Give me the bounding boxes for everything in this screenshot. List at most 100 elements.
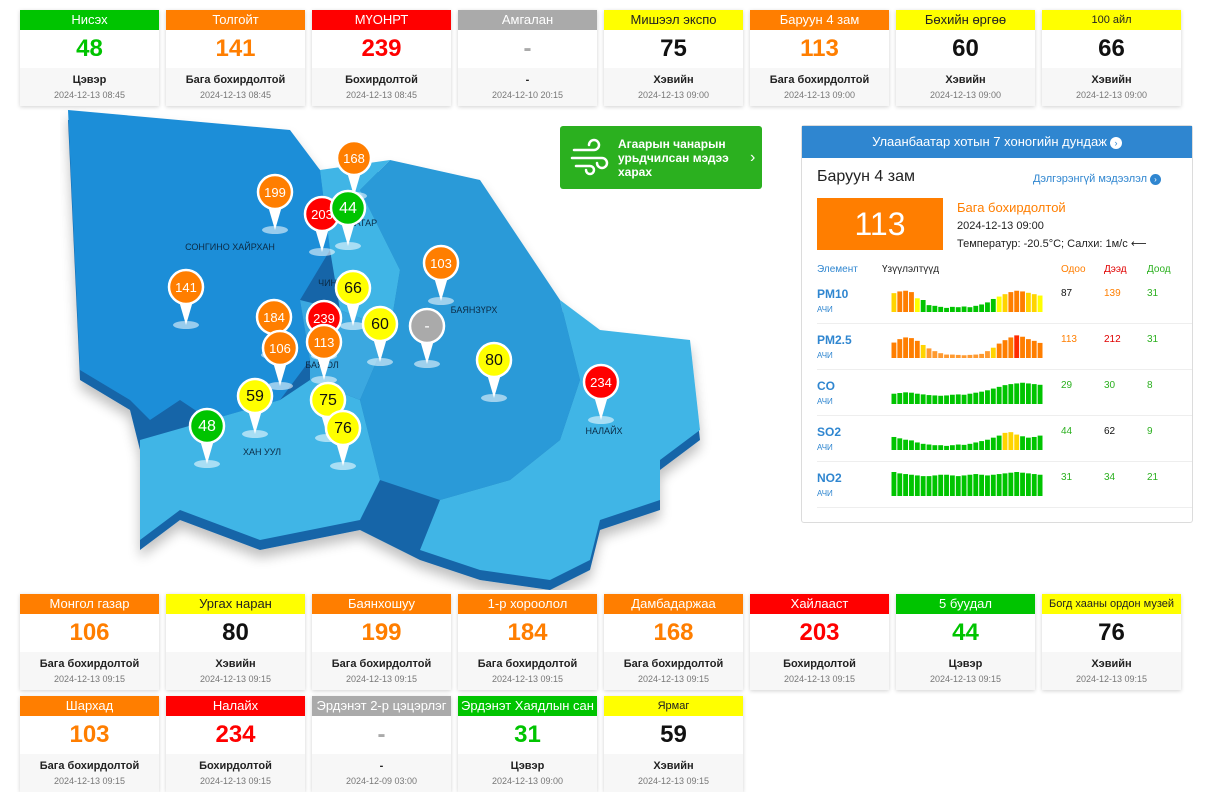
map-marker[interactable]: 44 xyxy=(329,189,367,250)
forecast-button[interactable]: Агаарын чанарын урьдчилсан мэдээ харах › xyxy=(560,126,762,189)
station-card[interactable]: Эрдэнэт Хаядлын сан 31 Цэвэр 2024-12-13 09:… xyxy=(458,696,597,792)
pollutant-name: SO2 xyxy=(817,425,842,439)
station-card[interactable]: Богд хааны ордон музей 76 Хэвийн 2024-12-13… xyxy=(1042,594,1181,690)
trend-bar xyxy=(891,393,897,404)
trend-bar xyxy=(1008,384,1014,404)
trend-bar xyxy=(985,475,990,496)
district-nalaikh[interactable] xyxy=(420,300,700,580)
station-card[interactable]: Хайлааст 203 Бохирдолтой 2024-12-13 09:15 xyxy=(750,594,889,690)
trend-bar xyxy=(944,474,949,496)
district-songino-khairkhan[interactable] xyxy=(68,110,330,420)
card-footer: Хэвийн 2024-12-13 09:15 xyxy=(604,754,743,792)
station-card[interactable]: Мишээл экспо 75 Хэвийн 2024-12-13 09:00 xyxy=(604,10,743,106)
station-card[interactable]: Толгойт 141 Бага бохирдолтой 2024-12-13 08:… xyxy=(166,10,305,106)
card-footer: Цэвэр 2024-12-13 09:15 xyxy=(896,652,1035,690)
trend-bar xyxy=(938,353,944,358)
trend-bar xyxy=(914,475,920,496)
map-marker[interactable]: - xyxy=(408,307,446,368)
aqi-status: Хэвийн xyxy=(1091,657,1132,670)
station-card[interactable]: МҮОНРТ 239 Бохирдолтой 2024-12-13 08:45 xyxy=(312,10,451,106)
pollutant-trend-chart xyxy=(891,432,1043,450)
map-marker[interactable]: 141 xyxy=(167,268,205,329)
map-marker[interactable]: 66 xyxy=(334,269,372,330)
district-label: БААТАР xyxy=(343,218,377,228)
aqi-value: 59 xyxy=(660,721,687,748)
trend-bar xyxy=(949,354,955,358)
aqi-value: 44 xyxy=(952,619,979,646)
trend-bar xyxy=(903,337,909,358)
pollutant-row[interactable]: PM10 АЧИ 87 139 31 xyxy=(817,278,1192,324)
map-marker[interactable]: 106 xyxy=(261,329,299,390)
weekly-average-link[interactable]: Улаанбаатар хотын 7 хоногийн дундаж › xyxy=(802,126,1192,158)
trend-bar xyxy=(1002,294,1008,312)
trend-bar xyxy=(1008,337,1014,358)
aqi-status: Хэвийн xyxy=(1091,73,1132,86)
chevron-circle-icon: › xyxy=(1109,136,1122,149)
station-name: Монгол газар xyxy=(20,594,159,614)
trend-bar xyxy=(1025,383,1031,404)
aqi-status: Хэвийн xyxy=(653,759,694,772)
trend-bar xyxy=(973,442,979,450)
pollutant-trend-chart xyxy=(891,382,1043,404)
station-card[interactable]: Баруун 4 зам 113 Бага бохирдолтой 2024-12-1… xyxy=(750,10,889,106)
station-card[interactable]: Монгол газар 106 Бага бохирдолтой 2024-12-1… xyxy=(20,594,159,690)
trend-bar xyxy=(1008,292,1014,312)
map-marker[interactable]: 103 xyxy=(422,244,460,305)
card-footer: Цэвэр 2024-12-13 08:45 xyxy=(20,68,159,106)
pollutant-row[interactable]: SO2 АЧИ 44 62 9 xyxy=(817,416,1192,462)
aqi-value: 184 xyxy=(507,619,548,646)
trend-bar xyxy=(955,444,961,450)
trend-bar xyxy=(955,354,961,358)
station-name: Ярмаг xyxy=(604,696,743,716)
trend-bar xyxy=(903,290,909,312)
station-cards-top: Нисэх 48 Цэвэр 2024-12-13 08:45 Толгойт 141 Ба… xyxy=(20,10,1181,106)
station-card[interactable]: Бөхийн өргөө 60 Хэвийн 2024-12-13 09:00 xyxy=(896,10,1035,106)
map-marker[interactable]: 199 xyxy=(256,173,294,234)
station-card[interactable]: Налайх 234 Бохирдолтой 2024-12-13 09:15 xyxy=(166,696,305,792)
pollutant-row[interactable]: CO АЧИ 29 30 8 xyxy=(817,370,1192,416)
pollutant-row[interactable]: PM2.5 АЧИ 113 212 31 xyxy=(817,324,1192,370)
station-card[interactable]: Ярмаг 59 Хэвийн 2024-12-13 09:15 xyxy=(604,696,743,792)
pollutant-max: 34 xyxy=(1104,472,1116,483)
station-card[interactable]: Ургах наран 80 Хэвийн 2024-12-13 09:15 xyxy=(166,594,305,690)
trend-bar xyxy=(926,305,932,312)
station-card[interactable]: 1-р хороолол 184 Бага бохирдолтой 2024-12-1… xyxy=(458,594,597,690)
trend-bar xyxy=(990,474,996,496)
station-card[interactable]: Баянхошуу 199 Бага бохирдолтой 2024-12-13 0… xyxy=(312,594,451,690)
district-khan-uul[interactable] xyxy=(140,380,380,540)
map-marker[interactable]: 48 xyxy=(188,407,226,468)
map-marker[interactable]: 234 xyxy=(582,363,620,424)
more-info-link[interactable]: Дэлгэрэнгүй мэдээлэл › xyxy=(1033,173,1161,185)
station-name: Толгойт xyxy=(166,10,305,30)
timestamp: 2024-12-13 09:00 xyxy=(1075,89,1148,100)
card-footer: Хэвийн 2024-12-13 09:15 xyxy=(166,652,305,690)
station-card[interactable]: Эрдэнэт 2-р цэцэрлэг - - 2024-12-09 03:00 xyxy=(312,696,451,792)
aqi-status: Хэвийн xyxy=(215,657,256,670)
station-card[interactable]: Дамбадаржаа 168 Бага бохирдолтой 2024-12-13… xyxy=(604,594,743,690)
station-card[interactable]: Нисэх 48 Цэвэр 2024-12-13 08:45 xyxy=(20,10,159,106)
map-marker[interactable]: 113 xyxy=(305,323,343,384)
map-marker[interactable]: 59 xyxy=(236,377,274,438)
pollutant-row[interactable]: NO2 АЧИ 31 34 21 xyxy=(817,462,1192,508)
district-label: ЧИНГ xyxy=(318,278,342,288)
trend-bar xyxy=(926,395,932,404)
aqi-status: Бага бохирдолтой xyxy=(769,73,870,86)
map-marker[interactable]: 80 xyxy=(475,341,513,402)
trend-bar xyxy=(938,445,944,450)
card-footer: Бохирдолтой 2024-12-13 09:15 xyxy=(750,652,889,690)
station-card[interactable]: Шархад 103 Бага бохирдолтой 2024-12-13 09:1… xyxy=(20,696,159,792)
map-marker[interactable]: 60 xyxy=(361,305,399,366)
trend-bar xyxy=(1020,336,1025,358)
district-bayanzurkh[interactable] xyxy=(360,160,580,500)
station-name: Богд хааны ордон музей xyxy=(1042,594,1181,614)
station-card[interactable]: Амгалан - - 2024-12-10 20:15 xyxy=(458,10,597,106)
aqi-status: Бага бохирдолтой xyxy=(957,200,1066,215)
station-card[interactable]: 5 буудал 44 Цэвэр 2024-12-13 09:15 xyxy=(896,594,1035,690)
marker-value: 234 xyxy=(590,375,612,390)
marker-value: 106 xyxy=(269,341,291,356)
timestamp: 2024-12-13 09:00 xyxy=(783,89,856,100)
trend-bar xyxy=(1031,436,1037,450)
station-card[interactable]: 100 айл 66 Хэвийн 2024-12-13 09:00 xyxy=(1042,10,1181,106)
trend-bar xyxy=(967,443,973,450)
map-marker[interactable]: 76 xyxy=(324,409,362,470)
